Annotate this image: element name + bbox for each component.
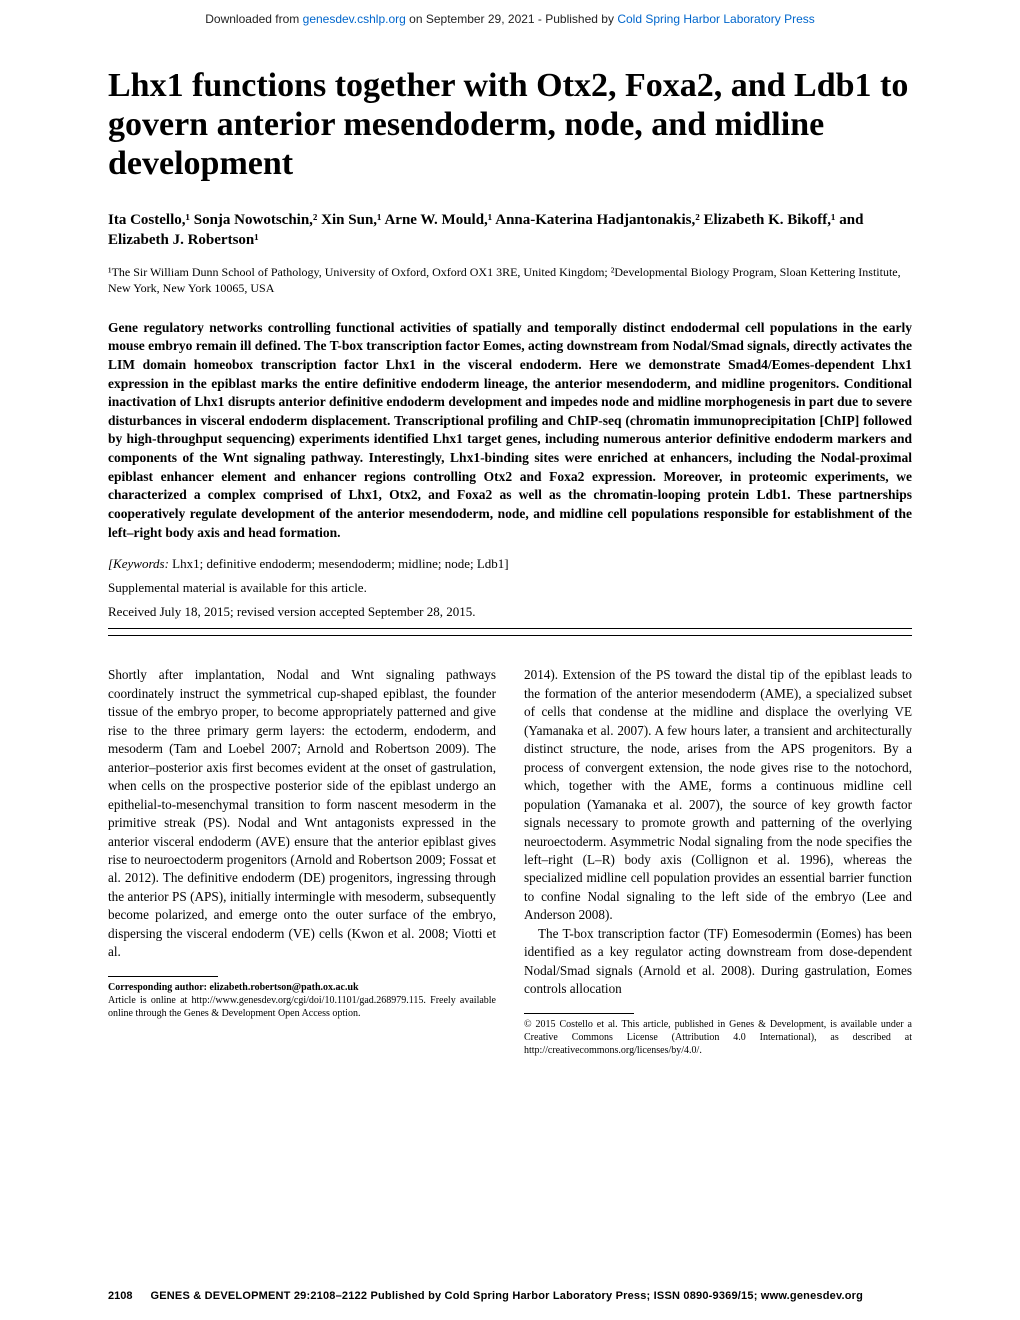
content: Lhx1 functions together with Otx2, Foxa2… <box>0 66 1020 1057</box>
column-left: Shortly after implantation, Nodal and Wn… <box>108 666 496 1057</box>
download-link-2[interactable]: Cold Spring Harbor Laboratory Press <box>617 12 814 26</box>
footnote-left: Corresponding author: elizabeth.robertso… <box>108 981 496 1020</box>
keywords-line: [Keywords: Lhx1; definitive endoderm; me… <box>108 556 912 572</box>
column-right: 2014). Extension of the PS toward the di… <box>524 666 912 1057</box>
download-link-1[interactable]: genesdev.cshlp.org <box>303 12 406 26</box>
supplemental-note: Supplemental material is available for t… <box>108 580 912 596</box>
corresponding-label: Corresponding author: <box>108 982 210 993</box>
right-paragraph-2: The T-box transcription factor (TF) Eome… <box>524 925 912 999</box>
page-number: 2108 <box>108 1290 132 1302</box>
section-divider-bottom <box>108 635 912 636</box>
footnote-right: © 2015 Costello et al. This article, pub… <box>524 1018 912 1057</box>
download-pre: Downloaded from <box>205 12 302 26</box>
article-online-note: Article is online at http://www.genesdev… <box>108 995 496 1019</box>
authors: Ita Costello,¹ Sonja Nowotschin,² Xin Su… <box>108 211 912 250</box>
article-title: Lhx1 functions together with Otx2, Foxa2… <box>108 66 912 183</box>
page-footer: 2108 GENES & DEVELOPMENT 29:2108–2122 Pu… <box>108 1290 912 1302</box>
keywords-text: Lhx1; definitive endoderm; mesendoderm; … <box>169 556 509 571</box>
abstract: Gene regulatory networks controlling fun… <box>108 319 912 543</box>
footnote-separator-left <box>108 976 218 977</box>
section-divider-top <box>108 628 912 629</box>
right-paragraph-1: 2014). Extension of the PS toward the di… <box>524 666 912 925</box>
left-paragraph-1: Shortly after implantation, Nodal and Wn… <box>108 666 496 962</box>
body-columns: Shortly after implantation, Nodal and Wn… <box>108 666 912 1057</box>
footnote-separator-right <box>524 1013 634 1014</box>
corresponding-email: elizabeth.robertson@path.ox.ac.uk <box>210 982 359 993</box>
keywords-label: [Keywords: <box>108 556 169 571</box>
journal-footer-line: GENES & DEVELOPMENT 29:2108–2122 Publish… <box>150 1290 863 1302</box>
download-mid: on September 29, 2021 - Published by <box>406 12 617 26</box>
download-bar: Downloaded from genesdev.cshlp.org on Se… <box>0 0 1020 66</box>
received-dates: Received July 18, 2015; revised version … <box>108 604 912 620</box>
affiliations: ¹The Sir William Dunn School of Patholog… <box>108 264 912 296</box>
